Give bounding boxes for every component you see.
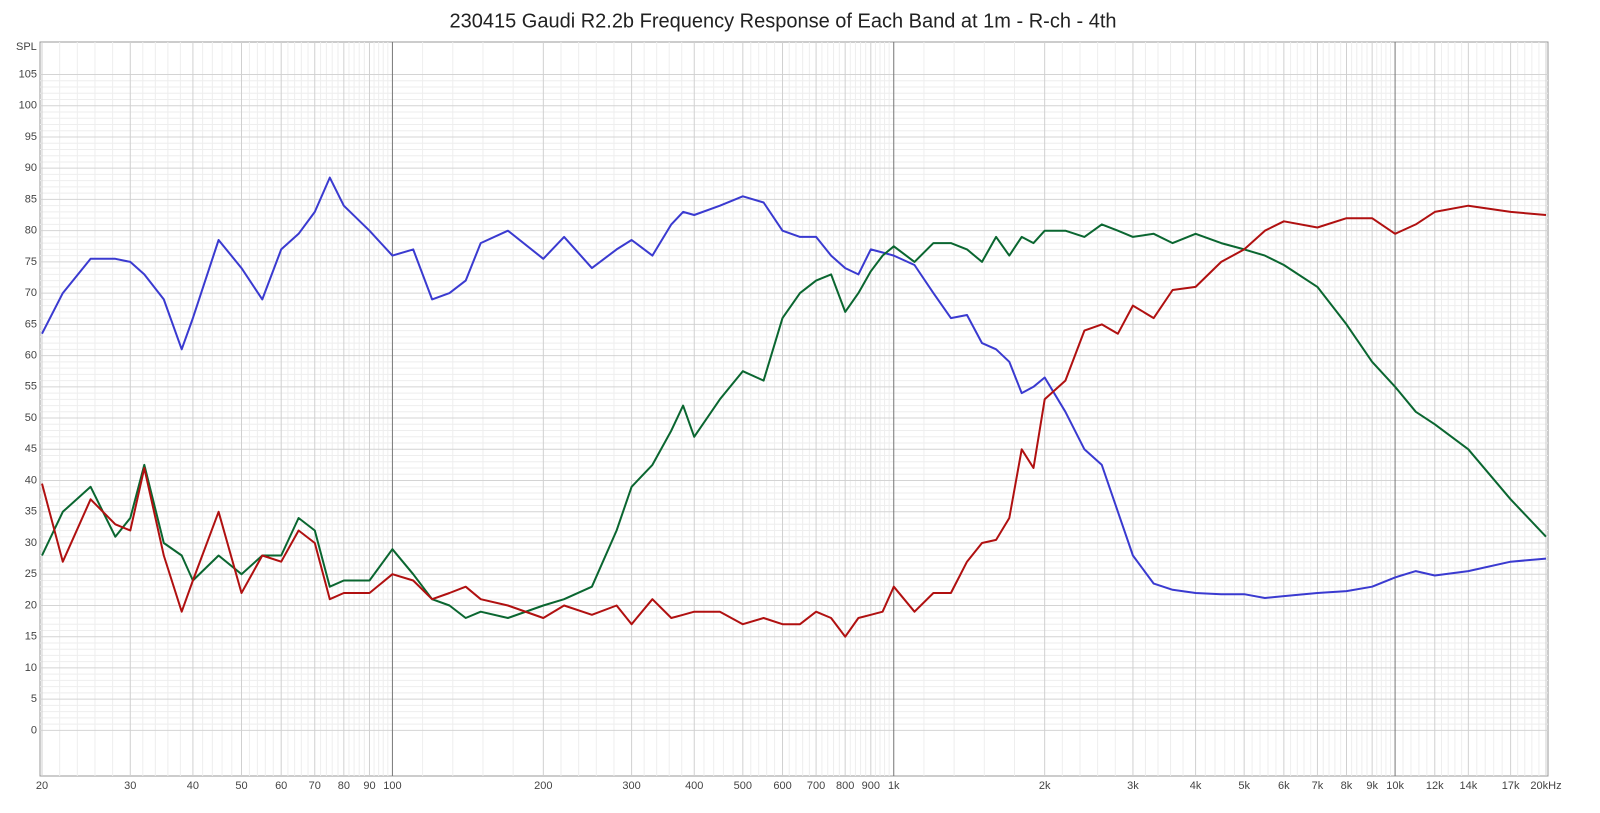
x-tick-label: 8k xyxy=(1341,780,1353,792)
x-tick-label: 200 xyxy=(534,780,552,792)
x-tick-label: 20kHz xyxy=(1530,780,1561,792)
x-tick-label: 4k xyxy=(1190,780,1202,792)
x-tick-label: 50 xyxy=(235,780,247,792)
x-tick-label: 60 xyxy=(275,780,287,792)
y-tick-label: 0 xyxy=(31,724,37,736)
plot-frame xyxy=(39,41,1549,777)
chart-title: 230415 Gaudi R2.2b Frequency Response of… xyxy=(449,10,1116,32)
x-tick-label: 70 xyxy=(309,780,321,792)
y-tick-label: 40 xyxy=(25,474,37,486)
line-series xyxy=(41,176,1547,599)
x-tick-label: 10k xyxy=(1386,780,1404,792)
y-tick-label: 65 xyxy=(25,318,37,330)
x-tick-label: 2k xyxy=(1039,780,1051,792)
y-tick-label: 105 xyxy=(19,68,37,80)
x-tick-label: 12k xyxy=(1426,780,1444,792)
y-tick-label: 90 xyxy=(25,162,37,174)
y-tick-label: 75 xyxy=(25,256,37,268)
x-tick-label: 17k xyxy=(1502,780,1520,792)
x-tick-label: 600 xyxy=(773,780,791,792)
x-tick-label: 30 xyxy=(124,780,136,792)
y-axis-label: SPL xyxy=(16,41,37,53)
y-tick-label: 10 xyxy=(25,662,37,674)
line-series xyxy=(41,223,1547,619)
y-tick-label: 50 xyxy=(25,412,37,424)
x-tick-label: 700 xyxy=(807,780,825,792)
x-tick-label: 3k xyxy=(1127,780,1139,792)
y-tick-label: 100 xyxy=(19,100,37,112)
line-series xyxy=(41,204,1547,638)
y-tick-label: 25 xyxy=(25,568,37,580)
y-tick-label: 30 xyxy=(25,537,37,549)
x-tick-label: 80 xyxy=(338,780,350,792)
x-tick-label: 7k xyxy=(1312,780,1324,792)
y-tick-label: 70 xyxy=(25,287,37,299)
x-tick-label: 400 xyxy=(685,780,703,792)
y-tick-label: 60 xyxy=(25,349,37,361)
x-tick-label: 20 xyxy=(36,780,48,792)
y-tick-label: 85 xyxy=(25,193,37,205)
x-tick-label: 6k xyxy=(1278,780,1290,792)
y-tick-label: 55 xyxy=(25,381,37,393)
x-tick-label: 1k xyxy=(888,780,900,792)
x-tick-label: 300 xyxy=(622,780,640,792)
y-tick-label: 15 xyxy=(25,631,37,643)
x-tick-label: 40 xyxy=(187,780,199,792)
x-tick-label: 9k xyxy=(1366,780,1378,792)
y-tick-label: 20 xyxy=(25,599,37,611)
x-tick-label: 900 xyxy=(862,780,880,792)
y-tick-label: 45 xyxy=(25,443,37,455)
x-tick-label: 90 xyxy=(363,780,375,792)
y-tick-label: 35 xyxy=(25,506,37,518)
y-tick-label: 5 xyxy=(31,693,37,705)
y-tick-label: 95 xyxy=(25,131,37,143)
x-tick-label: 5k xyxy=(1238,780,1250,792)
x-tick-label: 800 xyxy=(836,780,854,792)
x-tick-label: 500 xyxy=(734,780,752,792)
y-tick-label: 80 xyxy=(25,225,37,237)
x-tick-label: 100 xyxy=(383,780,401,792)
x-tick-label: 14k xyxy=(1459,780,1477,792)
